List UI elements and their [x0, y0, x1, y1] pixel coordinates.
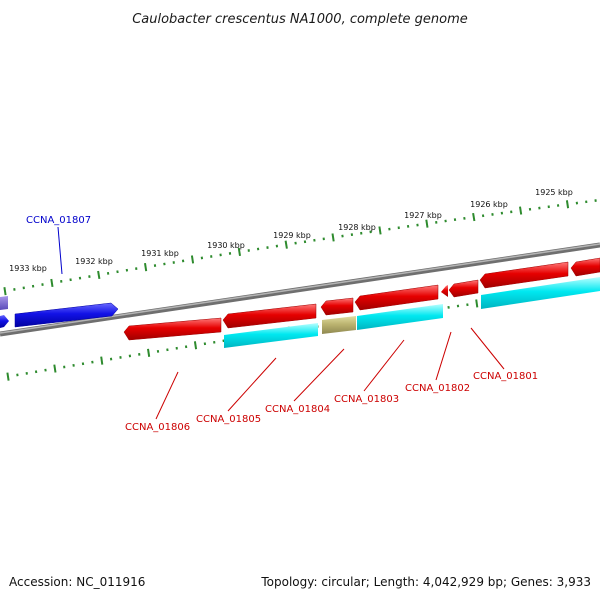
- major-tick: [53, 364, 57, 373]
- gene-arrow-CCNA_01806[interactable]: [123, 317, 222, 341]
- tick-label: 1928 kbp: [338, 223, 376, 232]
- cds-CCNA_01801[interactable]: [481, 277, 600, 309]
- gene-arrow-CCNA_01801[interactable]: [479, 261, 569, 289]
- major-tick: [378, 226, 382, 235]
- tick-label: 1931 kbp: [141, 249, 179, 258]
- tick-labels: 1933 kbp 1932 kbp 1931 kbp 1930 kbp 1929 kbp…: [9, 188, 573, 273]
- major-tick: [284, 240, 288, 249]
- major-tick: [3, 287, 7, 296]
- major-tick: [144, 262, 148, 272]
- major-tick: [50, 278, 54, 288]
- gene-labels: CCNA_01807 CCNA_01806 CCNA_01805 CCNA_01…: [26, 215, 538, 433]
- gene-arrow-partial[interactable]: [0, 296, 8, 310]
- tick-label: 1929 kbp: [273, 231, 311, 240]
- gene-arrow-CCNA_01801-part[interactable]: [448, 279, 479, 298]
- accession-text: Accession: NC_011916: [9, 575, 145, 589]
- genome-backbone-highlight: [0, 243, 600, 334]
- cds-CCNA_01804[interactable]: [322, 316, 356, 334]
- gene-label-CCNA_01805[interactable]: CCNA_01805: [196, 414, 261, 425]
- tick-label: 1930 kbp: [207, 241, 245, 250]
- major-tick: [97, 270, 101, 280]
- major-tick: [6, 372, 10, 381]
- gene-arrow-CCNA_01807[interactable]: [14, 302, 119, 328]
- gene-label-CCNA_01807[interactable]: CCNA_01807: [26, 215, 91, 226]
- gene-arrow-CCNA_01802[interactable]: [441, 285, 448, 297]
- gene-label-CCNA_01801[interactable]: CCNA_01801: [473, 371, 538, 382]
- gene-label-CCNA_01804[interactable]: CCNA_01804: [265, 404, 330, 415]
- major-tick: [237, 247, 241, 257]
- major-tick: [190, 255, 195, 264]
- gene-label-CCNA_01803[interactable]: CCNA_01803: [334, 394, 399, 405]
- gene-label-CCNA_01802[interactable]: CCNA_01802: [405, 383, 470, 394]
- major-tick: [193, 341, 198, 350]
- major-tick: [425, 219, 429, 228]
- major-tick: [472, 212, 476, 222]
- tick-label: 1925 kbp: [535, 188, 573, 197]
- major-tick: [147, 348, 151, 357]
- major-tick: [475, 299, 479, 308]
- gene-arrow-CCNA_01805[interactable]: [222, 303, 317, 329]
- gene-arrow-partial[interactable]: [0, 315, 9, 328]
- cds-CCNA_01803[interactable]: [357, 304, 443, 330]
- gene-arrow-partial-right[interactable]: [570, 257, 600, 277]
- tick-label: 1932 kbp: [75, 257, 113, 266]
- outer-tick-ring: [3, 199, 597, 296]
- cds-CCNA_01805[interactable]: [224, 323, 318, 348]
- genome-summary-text: Topology: circular; Length: 4,042,929 bp…: [260, 575, 591, 589]
- tick-label: 1926 kbp: [470, 200, 508, 209]
- tick-label: 1933 kbp: [9, 264, 47, 273]
- major-tick: [519, 206, 523, 215]
- genome-backbone: [0, 242, 600, 337]
- gene-track: [0, 257, 600, 348]
- major-tick: [331, 233, 335, 242]
- map-title: Caulobacter crescentus NA1000, complete …: [132, 12, 468, 27]
- gene-arrow-CCNA_01803[interactable]: [354, 284, 439, 311]
- major-tick: [100, 356, 104, 365]
- gene-label-CCNA_01806[interactable]: CCNA_01806: [125, 422, 190, 433]
- gene-arrow-CCNA_01804[interactable]: [320, 297, 354, 316]
- tick-label: 1927 kbp: [404, 211, 442, 220]
- major-tick: [565, 200, 570, 209]
